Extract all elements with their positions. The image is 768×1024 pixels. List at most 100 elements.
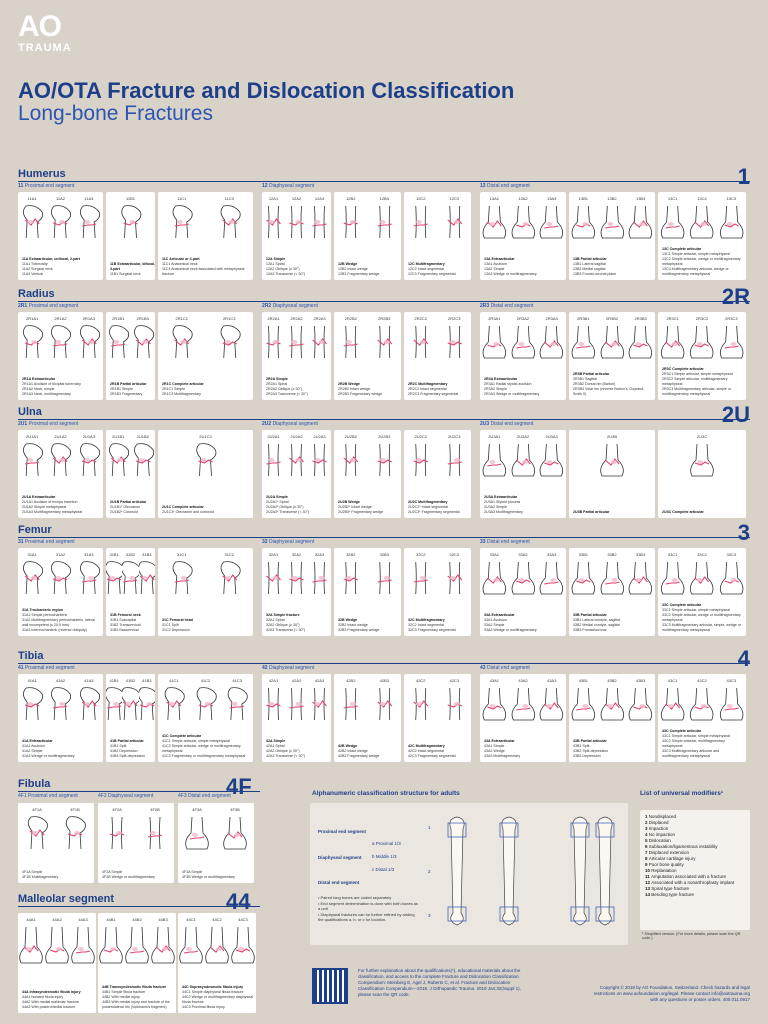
bone-outline [79,687,100,721]
type-code: 12C2 [415,196,426,201]
end-segment-box [499,822,519,838]
group-panel: 2R3A1 2R3A2 2R3A3 2R3A Extraarticular 2R3A1 … [480,312,566,400]
subgroup-line: 41C2 Simple articular, wedge or multifra… [162,744,241,753]
type-code: 31B3 [142,552,152,557]
structure-panel: Proximal end segment Diaphyseal segment Di… [310,803,628,945]
bone-illustration [71,926,95,964]
bone-outline [106,561,123,595]
type-code: 41C3 [232,678,242,683]
section-number: 1 [737,164,750,189]
fracture-fragment [419,576,426,580]
bone-illustration [690,443,714,477]
group-panel: 12C2 12C3 12C Multifragmentary 12C2 Intact … [404,192,471,280]
segment-name: Proximal end segment [24,183,75,189]
subgroup-line: 11A1 Tuberosity [22,262,48,266]
fracture-fragment [610,578,617,582]
subgroup-line: 11A2 Surgical neck [22,267,53,271]
group-panel: 31C1 31C2 31C Femoral head 31C1 Split 31C2 D… [158,548,253,636]
section-title: Tibia [18,650,44,662]
modifier-number: 2 [645,820,649,825]
group-description: 42C Multifragmentary 42C2 Intact segmenta… [408,744,470,759]
group-description: 31B Femoral neck 31B1 Subcapital 31B2 Tran… [110,613,155,633]
type-code: 2U3B [606,434,617,439]
schematic-bone [501,816,517,926]
type-code: 2R2B3 [378,316,391,321]
bone-illustration [628,205,653,239]
modifier-text: Subluxation/ligamentous instability [648,844,718,849]
fracture-line [25,461,40,465]
group-description: 2R2C Multifragmentary 2R2C2 Intact segmen… [408,382,470,397]
bone-outline [719,561,744,595]
group-panel: 2R1C1 2R1C3 2R1C Complete articular 2R1C1 S… [158,312,253,400]
segment-name: Distal end segment [486,539,530,545]
subgroup-line: 42A3 Transverse (< 30°) [266,754,306,758]
group-description: 12A Simple 12A1 Spiral 12A2 Oblique (≥ 30°… [266,257,329,277]
bone-outline [121,205,142,239]
type-code: 13A2 [518,196,528,201]
bone-outline [220,205,241,239]
group-codes: 2U2A1 2U2A2 2U2A3 [262,434,331,439]
bone-illustration [600,205,624,239]
fracture-fragment [291,576,298,580]
bone-outline [539,325,564,359]
qr-code[interactable] [312,968,348,1004]
group-codes: 2R3A1 2R3A2 2R3A3 [480,316,566,321]
bone-outline [600,205,624,239]
bone-outline [628,687,653,721]
segment-label: 4F1 Proximal end segment [18,793,78,799]
bone-outline [23,687,44,721]
group-description: 12B Wedge 12B2 Intact wedge 12B3 Fragmenta… [338,262,400,277]
bone-illustration [719,205,744,239]
type-code: 44C1 [186,917,196,922]
fracture-fragment [453,458,460,462]
modifier-text: Spiral type fracture [651,886,690,891]
subgroup-line: 31C1 Split [162,623,179,627]
bone-illustration [121,205,142,239]
group-heading: 12A Simple [266,257,286,261]
type-code: 43B3 [635,678,646,683]
bone-illustration [600,561,624,595]
type-code: 32C3 [449,552,460,557]
bone-illustration [690,205,714,239]
fracture-line [312,579,327,583]
type-code: 13B2 [607,196,617,201]
subgroup-line: 2R3B3 Volar rim (reverse Barton's, Goyra… [573,387,645,396]
group-description: 2U1B Partial articular 2U1B1* Olecranon 2U… [110,500,155,515]
bone-illustration [539,205,564,239]
group-codes: 2R3C1 2R3C2 2R3C3 [658,316,746,321]
type-code: 33C2 [697,552,707,557]
fracture-line [724,345,739,349]
subgroup-line: 2U1B1* Olecranon [110,505,140,509]
segment-code: 42 [262,665,269,671]
group-description: 4F1A Simple 4F1B Multifragmentary [22,870,92,880]
segment-code: 33 [480,539,487,545]
subgroup-line: 33C3 Multifragmentary articular, simple,… [662,623,742,632]
type-code: 33C3 [726,552,737,557]
type-code: 13B1 [578,196,588,201]
fracture-fragment [635,342,642,346]
group-heading: 2R3B Partial articular [573,372,610,376]
type-code: 42B2 [346,678,356,683]
group-panel: 2U2A1 2U2A2 2U2A3 2U2A Simple 2U2A1* Spiral 2… [262,430,331,518]
segment-code: 2U1 [18,421,29,427]
group-description: 43A Extraarticular 43A1 Simple 43A2 Wedge 4… [484,739,563,759]
type-code: 2U1C3 [199,434,212,439]
subgroup-line: 2R2A2 Oblique (≥ 30°) [266,387,303,391]
bone-outline [600,443,624,477]
group-heading: 2R2A Simple [266,377,288,381]
fracture-fragment [74,831,80,835]
group-codes: 44A1 44A2 44A3 [18,917,96,922]
fracture-line [174,223,189,227]
group-codes: 43A1 43A2 43A3 [480,678,566,683]
bone-outline [172,325,193,359]
subgroup-line: 31A1 Simple pertrochanteric [22,613,68,617]
subgroup-line: 32A2 Oblique (≥ 30°) [266,623,300,627]
bone-outline [220,561,241,595]
type-code: 2R3A1 [488,316,501,321]
fracture-fragment [415,702,422,706]
subgroup-line: 2R2A3 Transverse (< 30°) [266,392,308,396]
bone-outline [228,687,248,721]
section-divider [18,181,750,182]
group-heading: 2R3C Complete articular [662,367,704,371]
type-code: 13B3 [635,196,646,201]
